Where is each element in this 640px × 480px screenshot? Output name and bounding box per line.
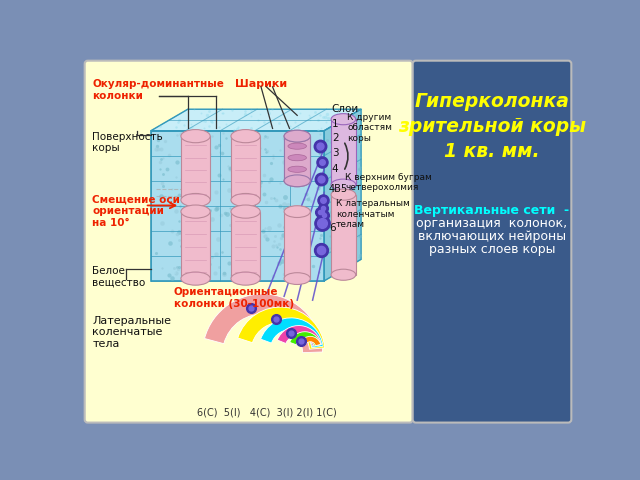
Ellipse shape — [181, 193, 210, 206]
Text: 4: 4 — [332, 164, 339, 174]
Polygon shape — [331, 195, 356, 275]
Text: К латеральным
коленчатым
телам: К латеральным коленчатым телам — [336, 199, 410, 229]
Ellipse shape — [331, 114, 356, 125]
Text: 4В5: 4В5 — [329, 184, 348, 194]
Wedge shape — [238, 307, 324, 349]
Ellipse shape — [231, 205, 260, 218]
Text: организация  колонок,: организация колонок, — [417, 217, 568, 230]
Text: Гиперколонка
зрительной коры
1 кв. мм.: Гиперколонка зрительной коры 1 кв. мм. — [398, 92, 586, 161]
Text: Поверхность
коры: Поверхность коры — [92, 132, 163, 153]
Polygon shape — [331, 119, 356, 185]
Ellipse shape — [288, 166, 307, 172]
Text: Слои: Слои — [332, 104, 359, 113]
Ellipse shape — [331, 189, 356, 200]
Text: Шарики: Шарики — [235, 79, 287, 89]
Text: 1: 1 — [332, 119, 339, 129]
Ellipse shape — [284, 175, 310, 187]
Ellipse shape — [331, 179, 356, 190]
Wedge shape — [205, 294, 323, 353]
Text: Ориентационные
колонки (30-100мк): Ориентационные колонки (30-100мк) — [174, 287, 294, 309]
Polygon shape — [284, 136, 310, 181]
Ellipse shape — [231, 272, 260, 285]
Text: Белое
вещество: Белое вещество — [92, 265, 146, 287]
Text: 6(С)  5(I)   4(С)  3(I) 2(I) 1(С): 6(С) 5(I) 4(С) 3(I) 2(I) 1(С) — [196, 408, 336, 418]
Text: 6: 6 — [329, 223, 335, 233]
FancyBboxPatch shape — [84, 60, 413, 422]
Polygon shape — [231, 212, 260, 278]
FancyBboxPatch shape — [413, 60, 572, 422]
Ellipse shape — [231, 130, 260, 143]
Polygon shape — [151, 131, 324, 281]
Text: Смещение оси
ориентации
на 10°: Смещение оси ориентации на 10° — [92, 195, 180, 228]
Text: К верхним буграм
четверохолмия: К верхним буграм четверохолмия — [345, 173, 432, 192]
Ellipse shape — [181, 205, 210, 218]
Ellipse shape — [284, 130, 310, 142]
Ellipse shape — [181, 272, 210, 285]
Ellipse shape — [331, 269, 356, 280]
Text: Окуляр-доминантные
колонки: Окуляр-доминантные колонки — [92, 79, 224, 101]
Polygon shape — [181, 136, 210, 200]
Polygon shape — [151, 109, 361, 131]
Polygon shape — [181, 212, 210, 278]
Ellipse shape — [284, 175, 310, 187]
Wedge shape — [300, 336, 321, 346]
Ellipse shape — [288, 143, 307, 149]
Text: Латеральные
коленчатые
тела: Латеральные коленчатые тела — [92, 315, 172, 349]
Ellipse shape — [288, 155, 307, 161]
Polygon shape — [284, 212, 310, 278]
Wedge shape — [260, 318, 323, 348]
Ellipse shape — [231, 193, 260, 206]
Text: 3: 3 — [332, 148, 339, 158]
Text: 2: 2 — [332, 133, 339, 143]
Ellipse shape — [284, 273, 310, 285]
Polygon shape — [231, 136, 260, 200]
Text: включающих нейроны: включающих нейроны — [418, 230, 566, 243]
Polygon shape — [324, 109, 361, 281]
Ellipse shape — [284, 206, 310, 217]
Wedge shape — [290, 332, 321, 346]
Wedge shape — [277, 325, 321, 346]
Text: К другим
областям
коры: К другим областям коры — [348, 113, 392, 143]
Polygon shape — [284, 136, 310, 181]
Ellipse shape — [284, 130, 310, 142]
Ellipse shape — [181, 130, 210, 143]
Text: Вертикальные сети  -: Вертикальные сети - — [415, 204, 570, 217]
Text: разных слоев коры: разных слоев коры — [429, 243, 556, 256]
